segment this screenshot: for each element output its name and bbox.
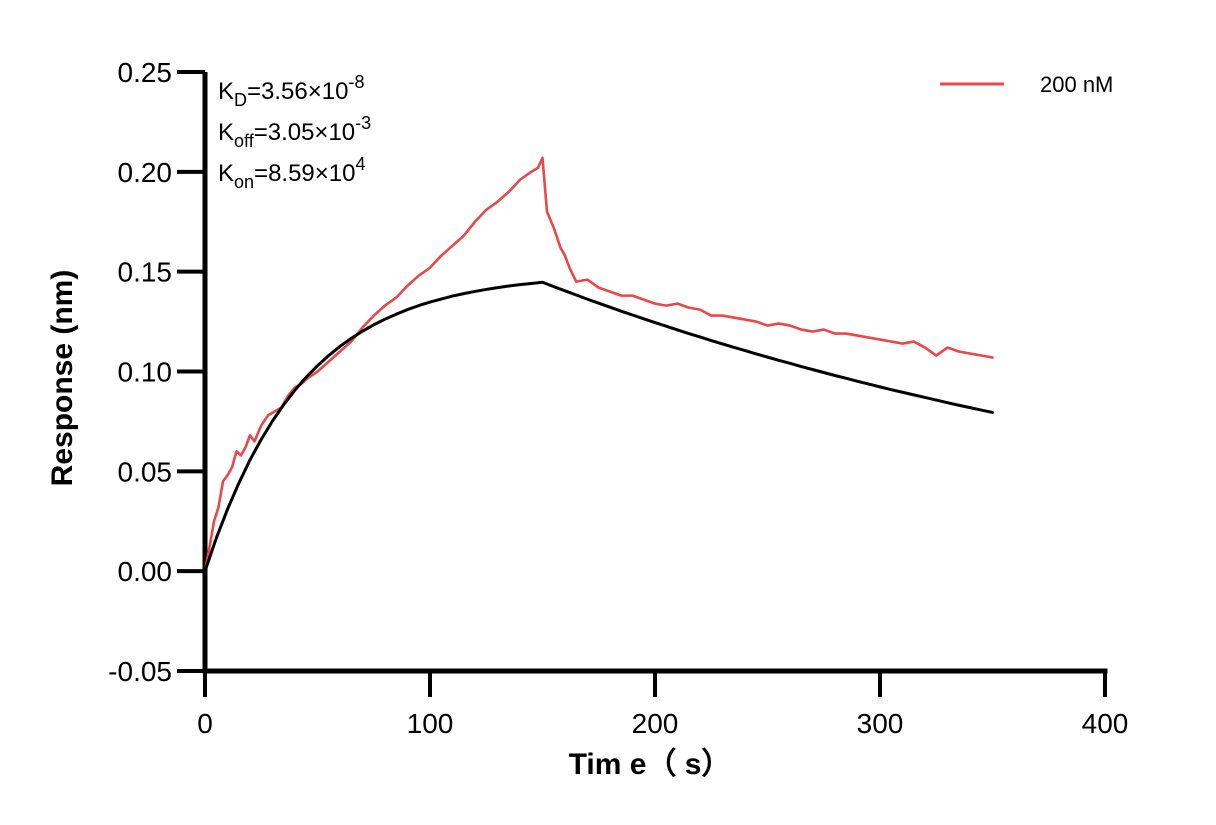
- legend: 200 nM: [940, 72, 1113, 97]
- kinetic-constant-1: Koff=3.05×10-3: [218, 113, 371, 151]
- legend-label-0: 200 nM: [1040, 72, 1113, 97]
- y-tick-label-0: -0.05: [108, 656, 172, 687]
- x-tick-label-2: 200: [632, 708, 679, 739]
- kinetic-constant-2: Kon=8.59×104: [218, 154, 366, 192]
- x-axis-title: Tim e（ s）: [569, 747, 732, 781]
- x-tick-label-4: 400: [1082, 708, 1129, 739]
- y-tick-label-2: 0.05: [118, 456, 173, 487]
- axes: -0.05 0.00 0.05 0.10 0.15 0.20 0.25 0 100 200 300 4…: [108, 57, 1128, 739]
- series-layer: [203, 156, 994, 573]
- y-tick-label-5: 0.20: [118, 157, 173, 188]
- y-axis-title: Response (nm): [46, 270, 79, 487]
- y-tick-label-3: 0.10: [118, 357, 173, 388]
- y-tick-label-1: 0.00: [118, 556, 173, 587]
- y-tick-label-6: 0.25: [118, 57, 173, 88]
- kinetic-constant-0: KD=3.56×10-8: [218, 72, 364, 110]
- series-line-200-nm: [203, 156, 994, 573]
- x-tick-label-1: 100: [407, 708, 454, 739]
- y-tick-label-4: 0.15: [118, 257, 173, 288]
- fit-curve-line: [203, 280, 994, 573]
- x-tick-label-3: 300: [857, 708, 904, 739]
- x-tick-label-0: 0: [197, 708, 213, 739]
